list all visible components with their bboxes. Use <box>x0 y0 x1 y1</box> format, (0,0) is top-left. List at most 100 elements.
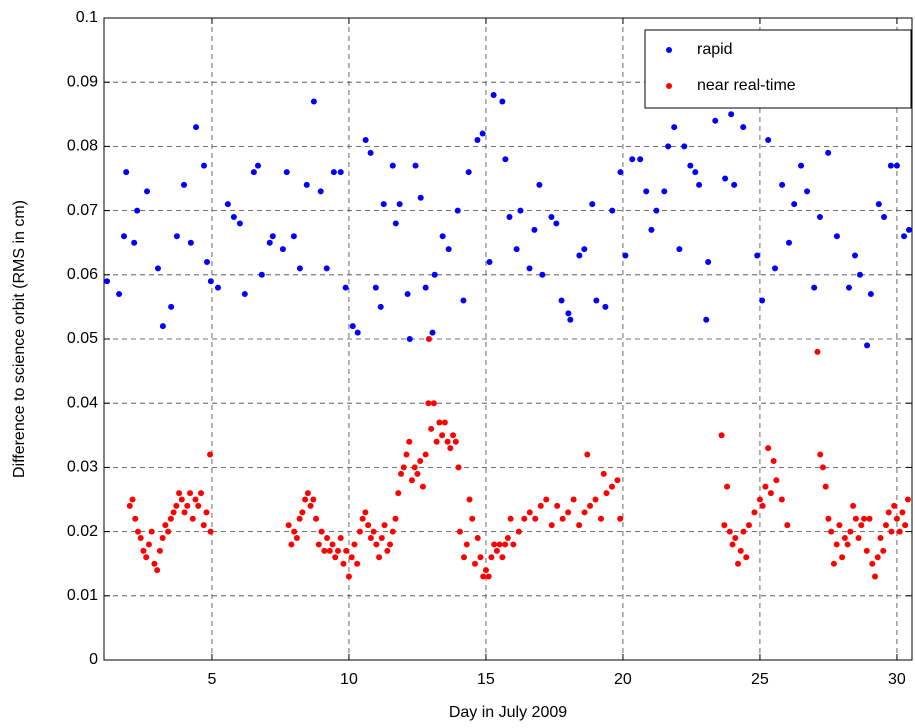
data-point <box>852 252 859 259</box>
data-point <box>480 573 487 580</box>
data-point <box>778 496 785 503</box>
x-axis-label: Day in July 2009 <box>449 704 567 721</box>
data-point <box>743 554 750 561</box>
data-point <box>891 502 898 509</box>
data-point <box>885 509 892 516</box>
data-point <box>324 535 331 542</box>
data-point <box>517 207 524 214</box>
data-point <box>337 169 344 176</box>
data-point <box>637 156 644 163</box>
data-point <box>307 502 314 509</box>
data-point <box>785 239 792 246</box>
data-point <box>296 265 303 272</box>
data-point <box>439 233 446 240</box>
data-point <box>665 143 672 150</box>
data-point <box>570 496 577 503</box>
data-point <box>351 541 358 548</box>
data-point <box>168 303 175 310</box>
data-point <box>137 535 144 542</box>
data-point <box>406 438 413 445</box>
data-point <box>671 124 678 131</box>
data-point <box>648 226 655 233</box>
data-point <box>506 214 513 221</box>
data-point <box>499 98 506 105</box>
data-point <box>643 188 650 195</box>
data-point <box>332 554 339 561</box>
data-point <box>474 136 481 143</box>
data-point <box>833 541 840 548</box>
x-tick-label: 30 <box>888 671 906 688</box>
data-point <box>817 451 824 458</box>
data-point <box>236 220 243 227</box>
data-point <box>850 502 857 509</box>
data-point <box>436 419 443 426</box>
data-point <box>482 567 489 574</box>
data-point <box>902 522 909 529</box>
data-point <box>548 214 555 221</box>
data-point <box>661 188 668 195</box>
data-point <box>340 560 347 567</box>
data-point <box>455 464 462 471</box>
data-point <box>201 162 208 169</box>
data-point <box>825 515 832 522</box>
data-point <box>600 470 607 477</box>
data-point <box>343 547 350 554</box>
data-point <box>258 271 265 278</box>
data-point <box>156 547 163 554</box>
data-point <box>461 554 468 561</box>
data-point <box>537 502 544 509</box>
data-point <box>441 419 448 426</box>
data-point <box>474 535 481 542</box>
data-point <box>507 515 514 522</box>
y-tick-label: 0.03 <box>67 459 98 476</box>
data-point <box>880 547 887 554</box>
data-point <box>576 252 583 259</box>
data-point <box>428 425 435 432</box>
data-point <box>804 188 811 195</box>
data-point <box>359 515 366 522</box>
data-point <box>400 464 407 471</box>
data-point <box>471 560 478 567</box>
data-point <box>181 509 188 516</box>
data-point <box>737 547 744 554</box>
data-point <box>852 515 859 522</box>
data-point <box>321 547 328 554</box>
data-point <box>419 483 426 490</box>
data-point <box>207 451 214 458</box>
data-point <box>241 291 248 298</box>
data-point <box>735 560 742 567</box>
data-point <box>836 522 843 529</box>
data-point <box>310 496 317 503</box>
data-point <box>367 535 374 542</box>
data-point <box>167 515 174 522</box>
data-point <box>365 522 372 529</box>
data-point <box>326 547 333 554</box>
data-point <box>521 515 528 522</box>
data-point <box>170 509 177 516</box>
data-point <box>513 246 520 253</box>
data-point <box>392 220 399 227</box>
x-tick-label: 20 <box>614 671 632 688</box>
data-point <box>819 464 826 471</box>
data-point <box>728 111 735 118</box>
data-point <box>285 522 292 529</box>
data-point <box>302 496 309 503</box>
data-point <box>412 162 419 169</box>
data-point <box>901 233 908 240</box>
data-point <box>724 483 731 490</box>
data-point <box>754 252 761 259</box>
data-point <box>337 535 344 542</box>
data-point <box>187 490 194 497</box>
data-point <box>825 149 832 156</box>
data-point <box>439 432 446 439</box>
data-point <box>417 457 424 464</box>
data-point <box>288 541 295 548</box>
y-tick-label: 0.02 <box>67 523 98 540</box>
data-point <box>539 271 546 278</box>
y-tick-label: 0 <box>89 651 98 668</box>
data-point <box>456 528 463 535</box>
data-point <box>765 445 772 452</box>
data-point <box>173 233 180 240</box>
data-point <box>828 528 835 535</box>
data-point <box>408 477 415 484</box>
